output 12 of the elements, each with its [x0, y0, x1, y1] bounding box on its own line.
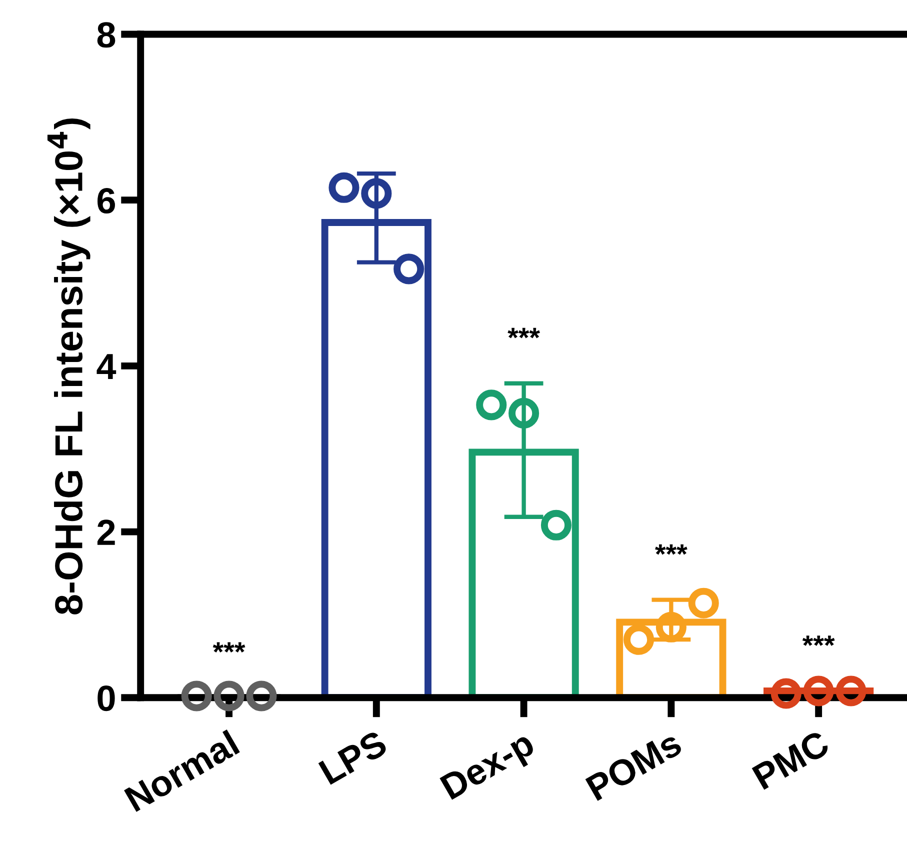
y-axis-title: 8-OHdG FL intensity (×10$^{4}$)	[47, 118, 90, 614]
annotation: ***	[802, 636, 835, 646]
y-tick-label: 8	[97, 22, 116, 48]
annotation: ***	[212, 642, 246, 653]
annotation: ***	[655, 544, 688, 555]
y-tick-label: 4	[96, 354, 116, 380]
y-tick-label: 0	[98, 686, 115, 712]
y-tick-label: 6	[98, 188, 115, 214]
x-tick-label: LPS	[318, 730, 388, 786]
x-tick-label: PMC	[752, 730, 831, 790]
y-tick-label: 2	[97, 520, 115, 545]
annotation: ***	[508, 328, 540, 338]
